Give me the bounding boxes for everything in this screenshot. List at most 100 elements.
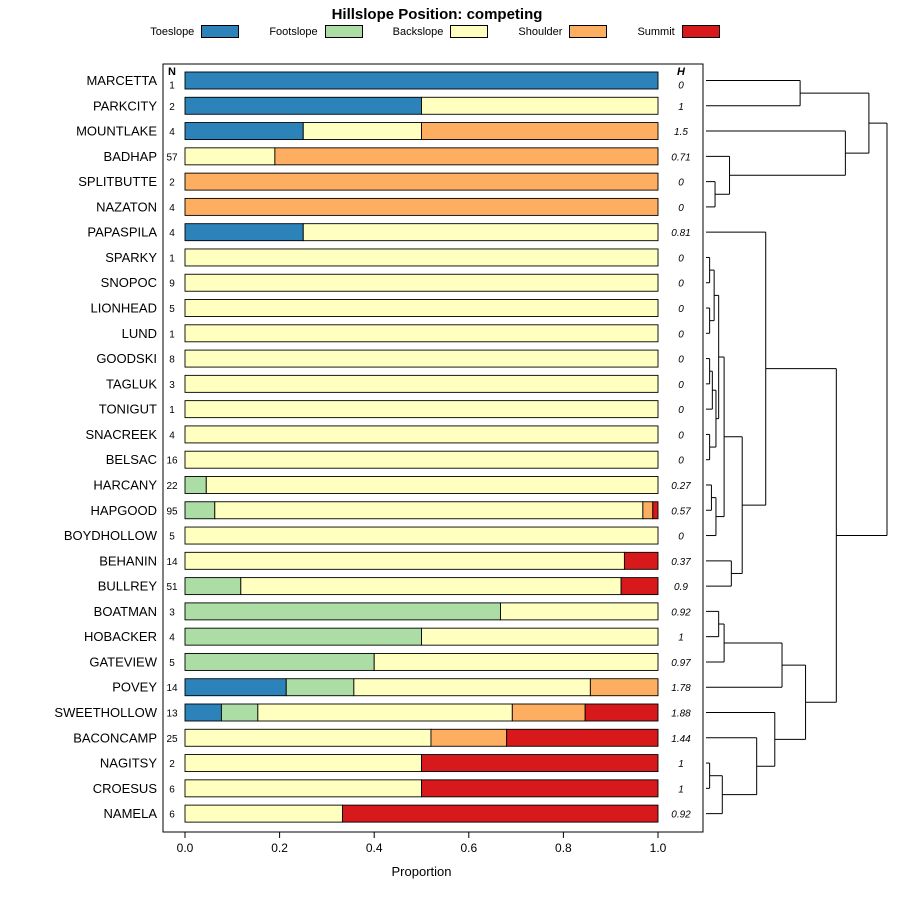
h-value: 0.81 — [671, 228, 690, 239]
x-tick-label: 0.6 — [460, 841, 477, 855]
bar-segment-summit — [623, 551, 659, 570]
x-tick-label: 0.4 — [366, 841, 383, 855]
bar-row: BADHAP 57 0.71 — [104, 147, 691, 166]
bar-segment-summit — [620, 577, 659, 596]
bar-row: GATEVIEW 5 0.97 — [89, 652, 691, 671]
bar-segment-footslope — [184, 577, 242, 596]
h-value: 0.37 — [671, 557, 691, 568]
row-label: MOUNTLAKE — [76, 124, 157, 139]
h-value: 0 — [678, 178, 684, 189]
bar-segment-backslope — [184, 425, 659, 444]
h-value: 0 — [678, 355, 684, 366]
bar-segment-backslope — [257, 703, 513, 722]
row-label: SNOPOC — [101, 275, 157, 290]
h-value: 1 — [678, 102, 684, 113]
bar-segment-shoulder — [642, 501, 654, 520]
n-value: 2 — [169, 759, 175, 770]
h-value: 1 — [678, 784, 684, 795]
h-value: 0 — [678, 279, 684, 290]
bar-row: SPARKY 1 0 — [105, 248, 684, 267]
bar-row: SNOPOC 9 0 — [101, 273, 684, 292]
h-value: 0.9 — [674, 582, 688, 593]
bar-row: SNACREEK 4 0 — [85, 425, 684, 444]
bar-row: PARKCITY 2 1 — [93, 96, 684, 115]
legend-item-backslope: Backslope — [393, 25, 489, 38]
bar-segment-summit — [421, 779, 659, 798]
bar-segment-footslope — [184, 652, 375, 671]
n-value: 5 — [169, 658, 175, 669]
x-axis-label: Proportion — [392, 864, 452, 879]
bar-segment-backslope — [302, 122, 422, 141]
bar-segment-summit — [421, 754, 659, 773]
row-label: LIONHEAD — [91, 301, 157, 316]
n-value: 6 — [169, 784, 175, 795]
h-value: 0 — [678, 430, 684, 441]
bar-row: LUND 1 0 — [122, 324, 684, 343]
row-label: BELSAC — [106, 452, 157, 467]
bar-segment-backslope — [184, 273, 659, 292]
n-value: 4 — [169, 127, 175, 138]
bar-segment-backslope — [184, 400, 659, 419]
bar-segment-toeslope — [184, 678, 287, 697]
bar-segment-footslope — [184, 602, 501, 621]
bar-segment-shoulder — [421, 122, 659, 141]
bar-row: NAGITSY 2 1 — [100, 754, 684, 773]
legend-swatch-icon — [681, 25, 720, 38]
bar-segment-backslope — [184, 147, 276, 166]
bar-segment-backslope — [205, 476, 659, 494]
x-tick-label: 0.8 — [555, 841, 572, 855]
n-value: 13 — [166, 709, 178, 720]
n-value: 1 — [169, 253, 175, 264]
bar-row: TONIGUT 1 0 — [99, 400, 684, 419]
h-value: 0.92 — [671, 607, 691, 618]
legend-swatch-icon — [201, 25, 240, 38]
row-label: BULLREY — [98, 579, 158, 594]
bar-segment-shoulder — [274, 147, 659, 166]
n-value: 2 — [169, 178, 175, 189]
h-value: 0.92 — [671, 810, 691, 821]
n-value: 2 — [169, 102, 175, 113]
row-label: BOYDHOLLOW — [64, 528, 158, 543]
n-value: 51 — [166, 582, 178, 593]
bar-row: BEHANIN 14 0.37 — [99, 551, 691, 570]
bar-segment-summit — [506, 728, 659, 747]
bar-segment-backslope — [184, 324, 659, 343]
bar-row: NAMELA 6 0.92 — [104, 804, 691, 823]
bar-segment-footslope — [285, 678, 355, 697]
bar-row: PAPASPILA 4 0.81 — [87, 223, 691, 242]
bar-segment-shoulder — [184, 197, 659, 216]
bar-row: LIONHEAD 5 0 — [91, 299, 684, 317]
legend-item-footslope: Footslope — [269, 25, 363, 38]
bar-row: BACONCAMP 25 1.44 — [73, 728, 691, 747]
dendrogram — [706, 80, 888, 815]
n-value: 3 — [169, 380, 175, 391]
h-value: 0.27 — [671, 481, 691, 492]
bar-segment-footslope — [184, 476, 207, 494]
bar-row: MOUNTLAKE 4 1.5 — [76, 122, 688, 141]
bar-segment-footslope — [184, 627, 422, 646]
n-value: 25 — [166, 734, 178, 745]
bar-row: TAGLUK 3 0 — [106, 374, 684, 393]
bar-segment-backslope — [184, 248, 659, 267]
n-value: 4 — [169, 633, 175, 644]
legend-swatch-icon — [569, 25, 608, 38]
row-label: NAGITSY — [100, 756, 157, 771]
row-label: BEHANIN — [99, 553, 157, 568]
h-value: 0 — [678, 405, 684, 416]
row-label: TONIGUT — [99, 402, 157, 417]
h-value: 0.97 — [671, 658, 691, 669]
bar-segment-summit — [652, 501, 659, 520]
h-value: 1 — [678, 759, 684, 770]
x-tick-label: 1.0 — [650, 841, 667, 855]
bar-segment-footslope — [184, 501, 216, 520]
legend-label: Footslope — [269, 25, 318, 38]
bar-segment-backslope — [353, 678, 591, 697]
bar-row: HARCANY 22 0.27 — [93, 476, 691, 494]
bar-segment-shoulder — [430, 728, 508, 747]
h-value: 0 — [678, 380, 684, 391]
bar-segment-footslope — [220, 703, 259, 722]
bar-segment-backslope — [184, 754, 422, 773]
h-value: 0 — [678, 456, 684, 467]
bar-segment-shoulder — [589, 678, 659, 697]
